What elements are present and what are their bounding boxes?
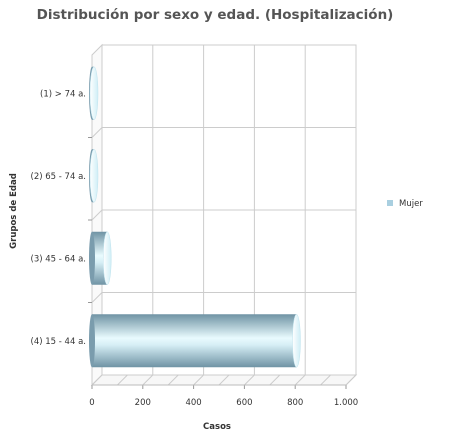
bar-cap bbox=[292, 314, 301, 368]
x-floor-line bbox=[142, 374, 154, 386]
x-tick-label: 1.000 bbox=[334, 398, 358, 408]
x-tick-label: 400 bbox=[185, 398, 201, 408]
bar-body bbox=[92, 314, 297, 368]
x-axis-title: Casos bbox=[203, 422, 231, 432]
y-tick-label: (3) 45 - 64 a. bbox=[31, 254, 86, 264]
y-tick-label: (2) 65 - 74 a. bbox=[31, 172, 86, 182]
x-floor-line-minor bbox=[167, 374, 179, 386]
x-floor-line bbox=[193, 374, 204, 386]
y-side-line bbox=[91, 127, 103, 138]
chart-title: Distribución por sexo y edad. (Hospitali… bbox=[37, 7, 394, 23]
x-tick-label: 200 bbox=[135, 398, 151, 408]
bars bbox=[89, 66, 301, 368]
x-floor-line bbox=[345, 374, 357, 386]
x-tick-label: 0 bbox=[89, 398, 94, 408]
bar-cap bbox=[89, 66, 99, 120]
x-floor-line bbox=[91, 374, 103, 386]
x-tick-label: 600 bbox=[236, 398, 252, 408]
x-floor-line bbox=[244, 374, 255, 386]
y-axis-title: Grupos de Edad bbox=[9, 173, 19, 249]
legend-marker bbox=[387, 200, 393, 206]
bar bbox=[89, 314, 301, 368]
legend: Mujer bbox=[387, 199, 423, 209]
legend-label: Mujer bbox=[399, 199, 423, 209]
y-tick-label: (4) 15 - 44 a. bbox=[31, 337, 86, 347]
bar-cap bbox=[89, 149, 99, 203]
x-floor-line-minor bbox=[117, 374, 128, 386]
bar-base bbox=[89, 231, 95, 285]
bar bbox=[89, 149, 99, 203]
x-tick-label: 800 bbox=[287, 398, 303, 408]
bar-cap bbox=[102, 231, 112, 285]
x-floor-line-minor bbox=[269, 374, 281, 386]
bar-body bbox=[92, 231, 108, 285]
bar-base bbox=[89, 314, 95, 368]
x-floor-line-minor bbox=[320, 374, 331, 386]
y-side-line bbox=[91, 292, 103, 303]
bar bbox=[89, 231, 112, 285]
x-floor-line bbox=[294, 374, 306, 386]
y-side-line bbox=[91, 209, 103, 221]
x-tick-labels: 0 200 400 600 800 1.000 bbox=[89, 398, 358, 408]
x-floor-line-minor bbox=[218, 374, 230, 386]
y-tick-label: (1) > 74 a. bbox=[40, 89, 86, 99]
bar bbox=[89, 66, 99, 120]
y-tick-labels: (1) > 74 a. (2) 65 - 74 a. (3) 45 - 64 a. (… bbox=[31, 89, 86, 347]
